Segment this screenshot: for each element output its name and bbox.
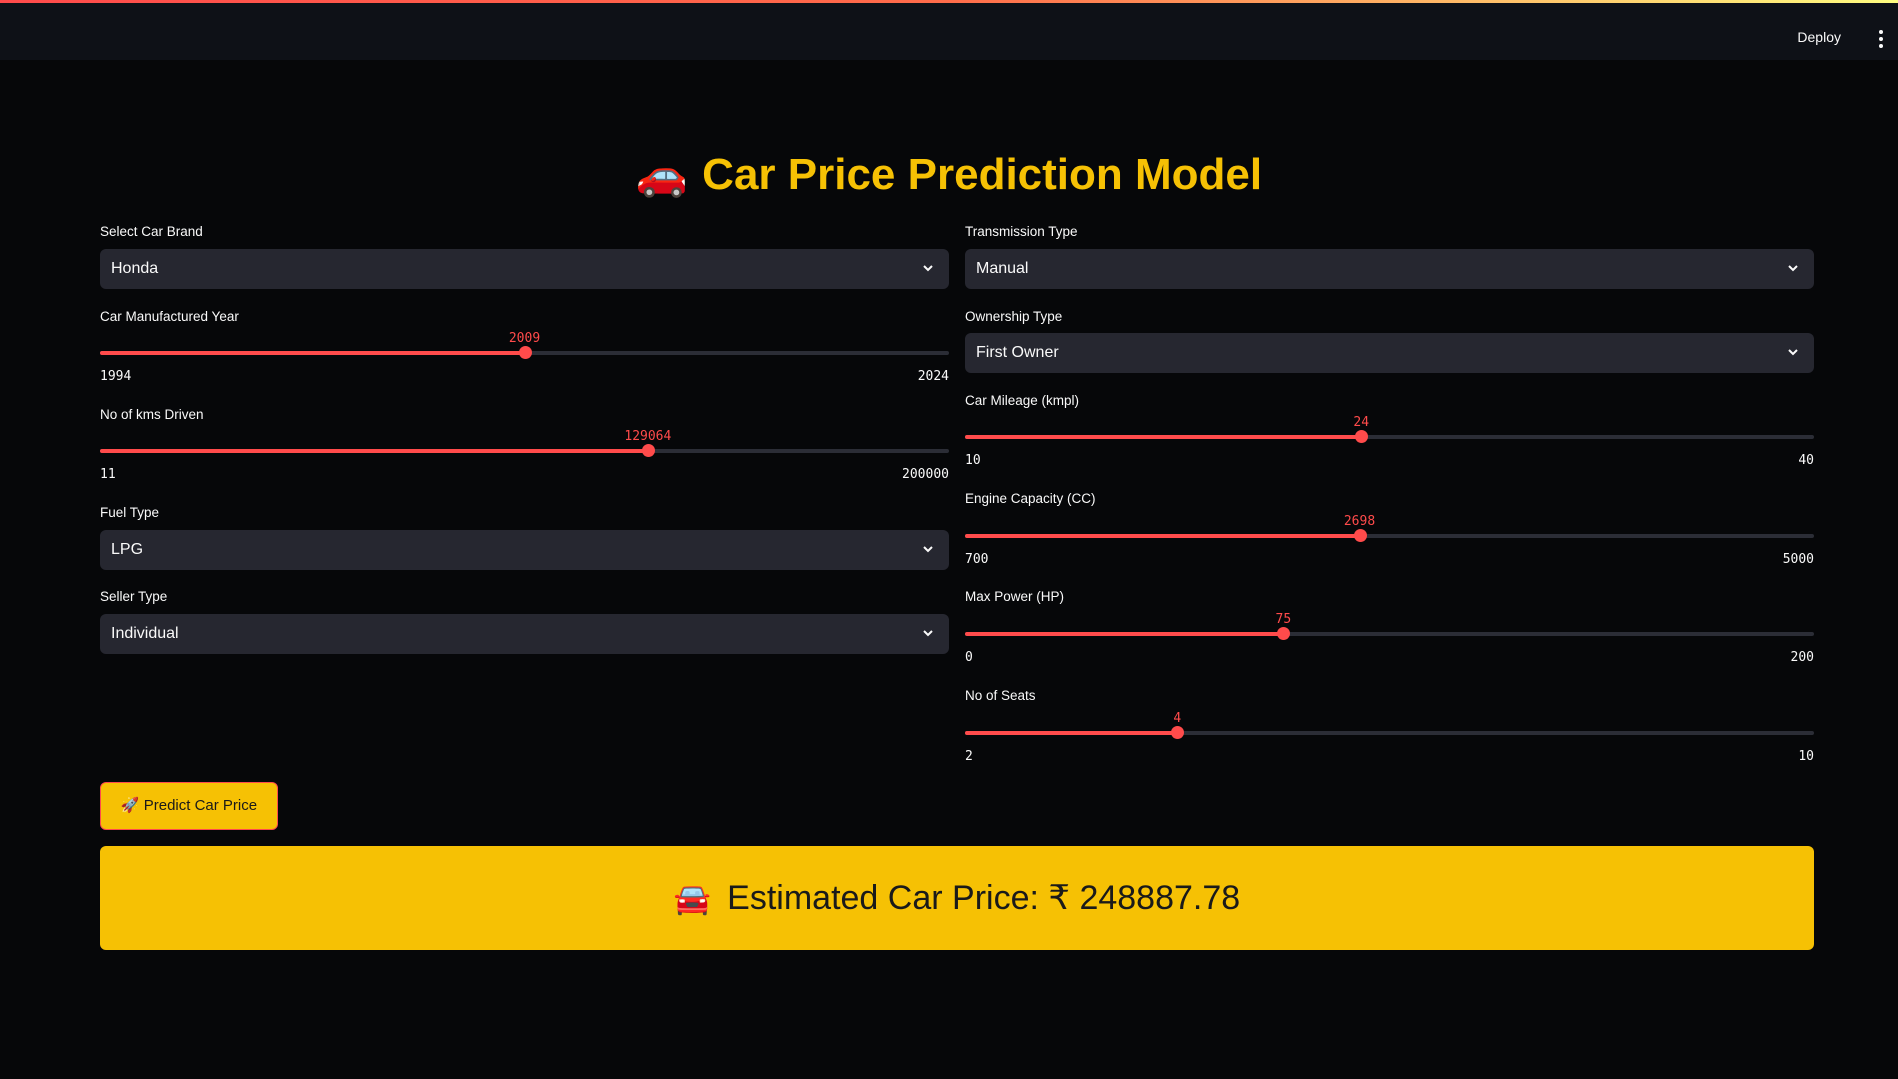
deploy-button[interactable]: Deploy (1797, 29, 1841, 45)
slider-max: 2024 (917, 369, 949, 384)
kms-slider[interactable]: 129064 11 200000 (100, 428, 949, 488)
slider-value: 4 (1173, 711, 1182, 726)
kms-label: No of kms Driven (100, 407, 204, 422)
slider-min: 11 (100, 467, 116, 482)
slider-max: 200 (1790, 650, 1814, 665)
slider-value: 2009 (508, 331, 541, 346)
slider-fill (965, 534, 1360, 538)
slider-thumb[interactable] (641, 444, 655, 457)
fuel-select-value: LPG (111, 541, 144, 558)
predict-button-label: Predict Car Price (143, 797, 258, 814)
brand-select[interactable]: Honda (100, 249, 949, 289)
slider-thumb[interactable] (1353, 529, 1367, 542)
chevron-down-icon (1788, 349, 1798, 356)
seller-label: Seller Type (100, 589, 168, 604)
estimated-price-banner: 🚘 Estimated Car Price: ₹ 248887.78 (100, 846, 1814, 950)
slider-max: 5000 (1782, 552, 1814, 567)
slider-value: 24 (1353, 415, 1370, 430)
slider-max: 200000 (902, 467, 949, 482)
fuel-select[interactable]: LPG (100, 530, 949, 570)
kebab-menu-icon[interactable] (1878, 30, 1884, 48)
page-title: 🚗 Car Price Prediction Model (0, 150, 1898, 200)
ownership-select[interactable]: First Owner (965, 333, 1814, 373)
predict-car-price-button[interactable]: 🚀 Predict Car Price (100, 782, 278, 830)
slider-min: 2 (965, 749, 973, 764)
slider-min: 700 (965, 552, 989, 567)
chevron-down-icon (923, 265, 933, 272)
mileage-slider[interactable]: 24 10 40 (965, 414, 1814, 474)
slider-thumb[interactable] (1277, 627, 1291, 640)
slider-track (965, 435, 1814, 439)
transmission-select-value: Manual (976, 260, 1029, 277)
seats-label: No of Seats (965, 688, 1036, 703)
transmission-label: Transmission Type (965, 224, 1078, 239)
slider-fill (100, 449, 648, 453)
slider-min: 1994 (100, 369, 132, 384)
slider-thumb[interactable] (1171, 726, 1185, 739)
ownership-label: Ownership Type (965, 309, 1063, 324)
slider-fill (965, 731, 1178, 735)
ownership-select-value: First Owner (976, 344, 1059, 361)
slider-max: 40 (1798, 453, 1814, 468)
fuel-label: Fuel Type (100, 505, 160, 520)
year-slider[interactable]: 2009 1994 2024 (100, 330, 949, 390)
slider-max: 10 (1798, 749, 1814, 764)
slider-fill (100, 351, 525, 355)
seller-select[interactable]: Individual (100, 614, 949, 654)
power-label: Max Power (HP) (965, 589, 1065, 604)
engine-label: Engine Capacity (CC) (965, 491, 1096, 506)
power-slider[interactable]: 75 0 200 (965, 611, 1814, 671)
page-title-text: Car Price Prediction Model (702, 150, 1263, 199)
year-label: Car Manufactured Year (100, 309, 239, 324)
brand-label: Select Car Brand (100, 224, 203, 239)
car-front-icon: 🚘 (673, 883, 712, 916)
engine-slider[interactable]: 2698 700 5000 (965, 513, 1814, 573)
rocket-icon: 🚀 (120, 797, 140, 814)
slider-value: 75 (1275, 612, 1292, 627)
slider-track (965, 534, 1814, 538)
slider-thumb[interactable] (518, 346, 532, 359)
estimated-price-text: Estimated Car Price: ₹ 248887.78 (727, 879, 1241, 917)
chevron-down-icon (1788, 265, 1798, 272)
slider-track (965, 632, 1814, 636)
seats-slider[interactable]: 4 2 10 (965, 710, 1814, 770)
slider-fill (965, 632, 1284, 636)
slider-min: 0 (965, 650, 973, 665)
chevron-down-icon (923, 546, 933, 553)
slider-min: 10 (965, 453, 981, 468)
slider-value: 2698 (1343, 514, 1376, 529)
transmission-select[interactable]: Manual (965, 249, 1814, 289)
seller-select-value: Individual (111, 625, 179, 642)
slider-fill (965, 435, 1362, 439)
car-icon: 🚗 (635, 151, 689, 198)
chevron-down-icon (923, 630, 933, 637)
brand-select-value: Honda (111, 260, 159, 277)
mileage-label: Car Mileage (kmpl) (965, 393, 1080, 408)
slider-track (965, 731, 1814, 735)
app-header: Deploy (0, 3, 1898, 60)
slider-value: 129064 (624, 429, 672, 444)
top-accent-line (0, 0, 1898, 3)
slider-thumb[interactable] (1355, 430, 1369, 443)
